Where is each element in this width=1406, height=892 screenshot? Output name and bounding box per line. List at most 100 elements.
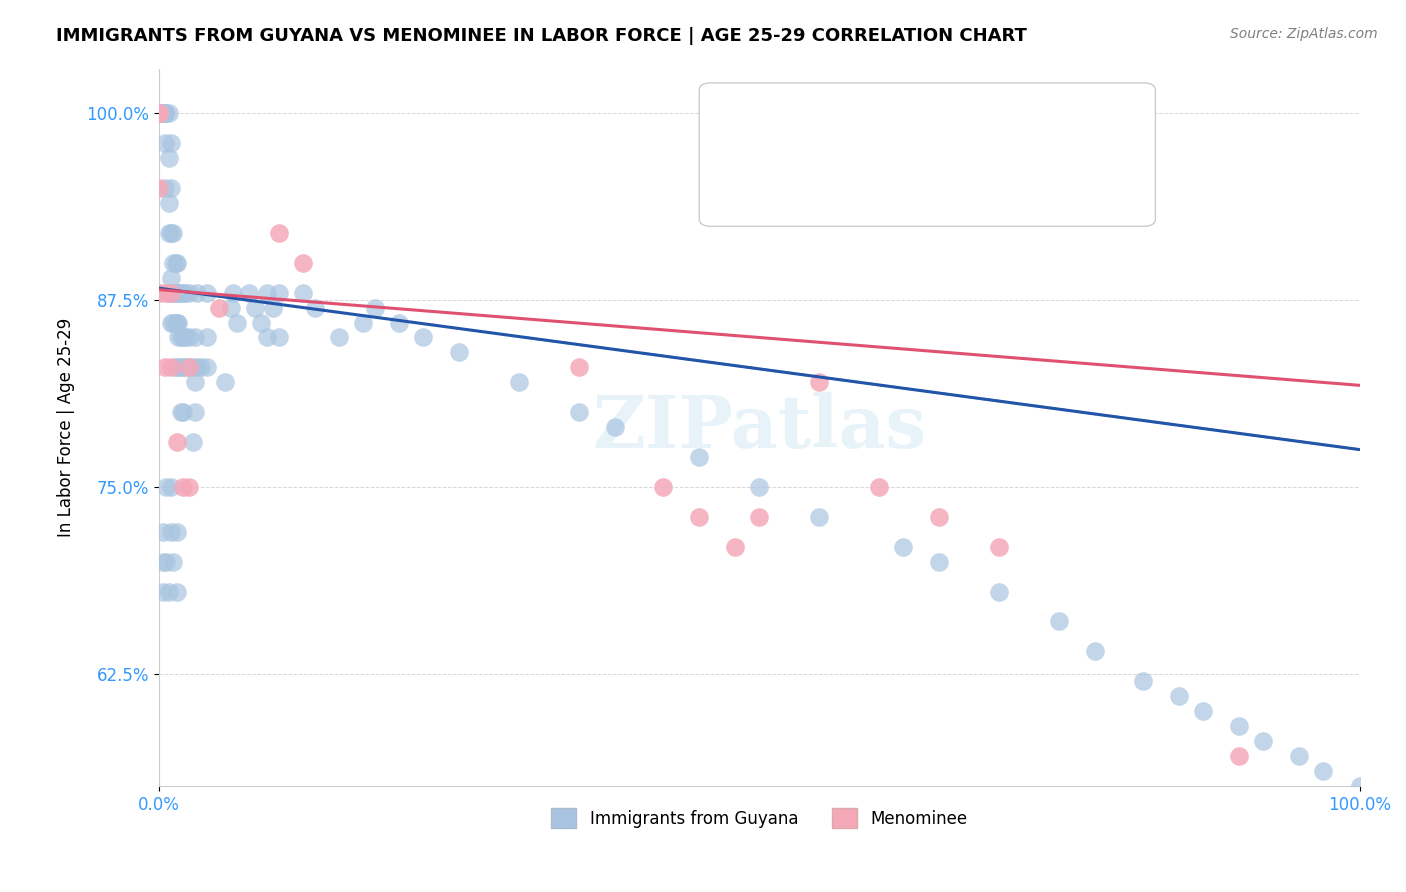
Text: IMMIGRANTS FROM GUYANA VS MENOMINEE IN LABOR FORCE | AGE 25-29 CORRELATION CHART: IMMIGRANTS FROM GUYANA VS MENOMINEE IN L… xyxy=(56,27,1028,45)
Point xyxy=(292,285,315,300)
Point xyxy=(1084,644,1107,658)
Point xyxy=(162,285,184,300)
Point xyxy=(153,360,176,375)
Point xyxy=(165,360,187,375)
Point xyxy=(1229,719,1251,733)
Point xyxy=(568,405,591,419)
Point xyxy=(174,285,197,300)
Point xyxy=(652,480,675,494)
Point xyxy=(256,330,278,344)
Point xyxy=(166,285,188,300)
Point xyxy=(186,360,208,375)
Point xyxy=(165,256,187,270)
Point xyxy=(1312,764,1334,778)
Point xyxy=(1168,689,1191,703)
Point xyxy=(174,330,197,344)
Point xyxy=(238,285,260,300)
Point xyxy=(172,330,194,344)
Point xyxy=(364,301,387,315)
Point xyxy=(148,106,170,120)
Point xyxy=(222,285,245,300)
Point xyxy=(174,360,197,375)
Point xyxy=(1348,779,1371,793)
Legend: Immigrants from Guyana, Menominee: Immigrants from Guyana, Menominee xyxy=(544,801,974,835)
Point xyxy=(808,509,831,524)
Point xyxy=(162,316,184,330)
Point xyxy=(267,226,290,240)
Point xyxy=(166,256,188,270)
Point xyxy=(157,285,180,300)
Point xyxy=(292,256,315,270)
Point xyxy=(162,555,184,569)
Point xyxy=(184,330,207,344)
Point xyxy=(166,360,188,375)
Point xyxy=(160,136,183,151)
Point xyxy=(328,330,350,344)
Point xyxy=(177,360,200,375)
Point xyxy=(160,285,183,300)
Point xyxy=(148,106,170,120)
Point xyxy=(157,151,180,165)
Point xyxy=(169,405,191,419)
Point xyxy=(724,540,747,554)
Point xyxy=(148,106,170,120)
Point xyxy=(688,509,710,524)
Point xyxy=(262,301,284,315)
Point xyxy=(160,270,183,285)
Point xyxy=(153,106,176,120)
Point xyxy=(152,555,174,569)
Point xyxy=(988,584,1011,599)
Point xyxy=(449,345,471,359)
Point xyxy=(165,316,187,330)
Point xyxy=(160,524,183,539)
Point xyxy=(160,316,183,330)
Point xyxy=(157,226,180,240)
Point xyxy=(160,226,183,240)
Point xyxy=(148,181,170,195)
Point xyxy=(148,285,170,300)
Point xyxy=(152,524,174,539)
Point xyxy=(177,285,200,300)
Point xyxy=(169,285,191,300)
Point xyxy=(162,256,184,270)
Point xyxy=(153,106,176,120)
Point xyxy=(167,285,190,300)
Point xyxy=(1047,615,1070,629)
Point xyxy=(1132,674,1154,689)
Point xyxy=(153,285,176,300)
Point xyxy=(186,285,208,300)
Point xyxy=(214,376,236,390)
Point xyxy=(412,330,434,344)
Point xyxy=(195,330,218,344)
Point xyxy=(226,316,249,330)
Y-axis label: In Labor Force | Age 25-29: In Labor Force | Age 25-29 xyxy=(58,318,75,537)
Point xyxy=(157,584,180,599)
Point xyxy=(166,435,188,450)
Point xyxy=(748,509,770,524)
Point xyxy=(928,509,950,524)
Point xyxy=(195,285,218,300)
Point xyxy=(184,376,207,390)
Point xyxy=(162,226,184,240)
Text: ZIPatlas: ZIPatlas xyxy=(592,392,927,463)
Point xyxy=(172,360,194,375)
Point xyxy=(605,420,627,434)
Point xyxy=(868,480,890,494)
Point xyxy=(165,285,187,300)
Point xyxy=(891,540,914,554)
Point xyxy=(148,106,170,120)
Point xyxy=(352,316,374,330)
Point xyxy=(508,376,530,390)
Point xyxy=(181,435,204,450)
Point xyxy=(166,316,188,330)
Point xyxy=(155,555,177,569)
Point xyxy=(177,360,200,375)
Point xyxy=(157,196,180,211)
Point xyxy=(166,285,188,300)
Point xyxy=(208,301,231,315)
Point xyxy=(160,360,183,375)
Point xyxy=(155,480,177,494)
Point xyxy=(256,285,278,300)
Point xyxy=(190,360,212,375)
Point xyxy=(169,360,191,375)
